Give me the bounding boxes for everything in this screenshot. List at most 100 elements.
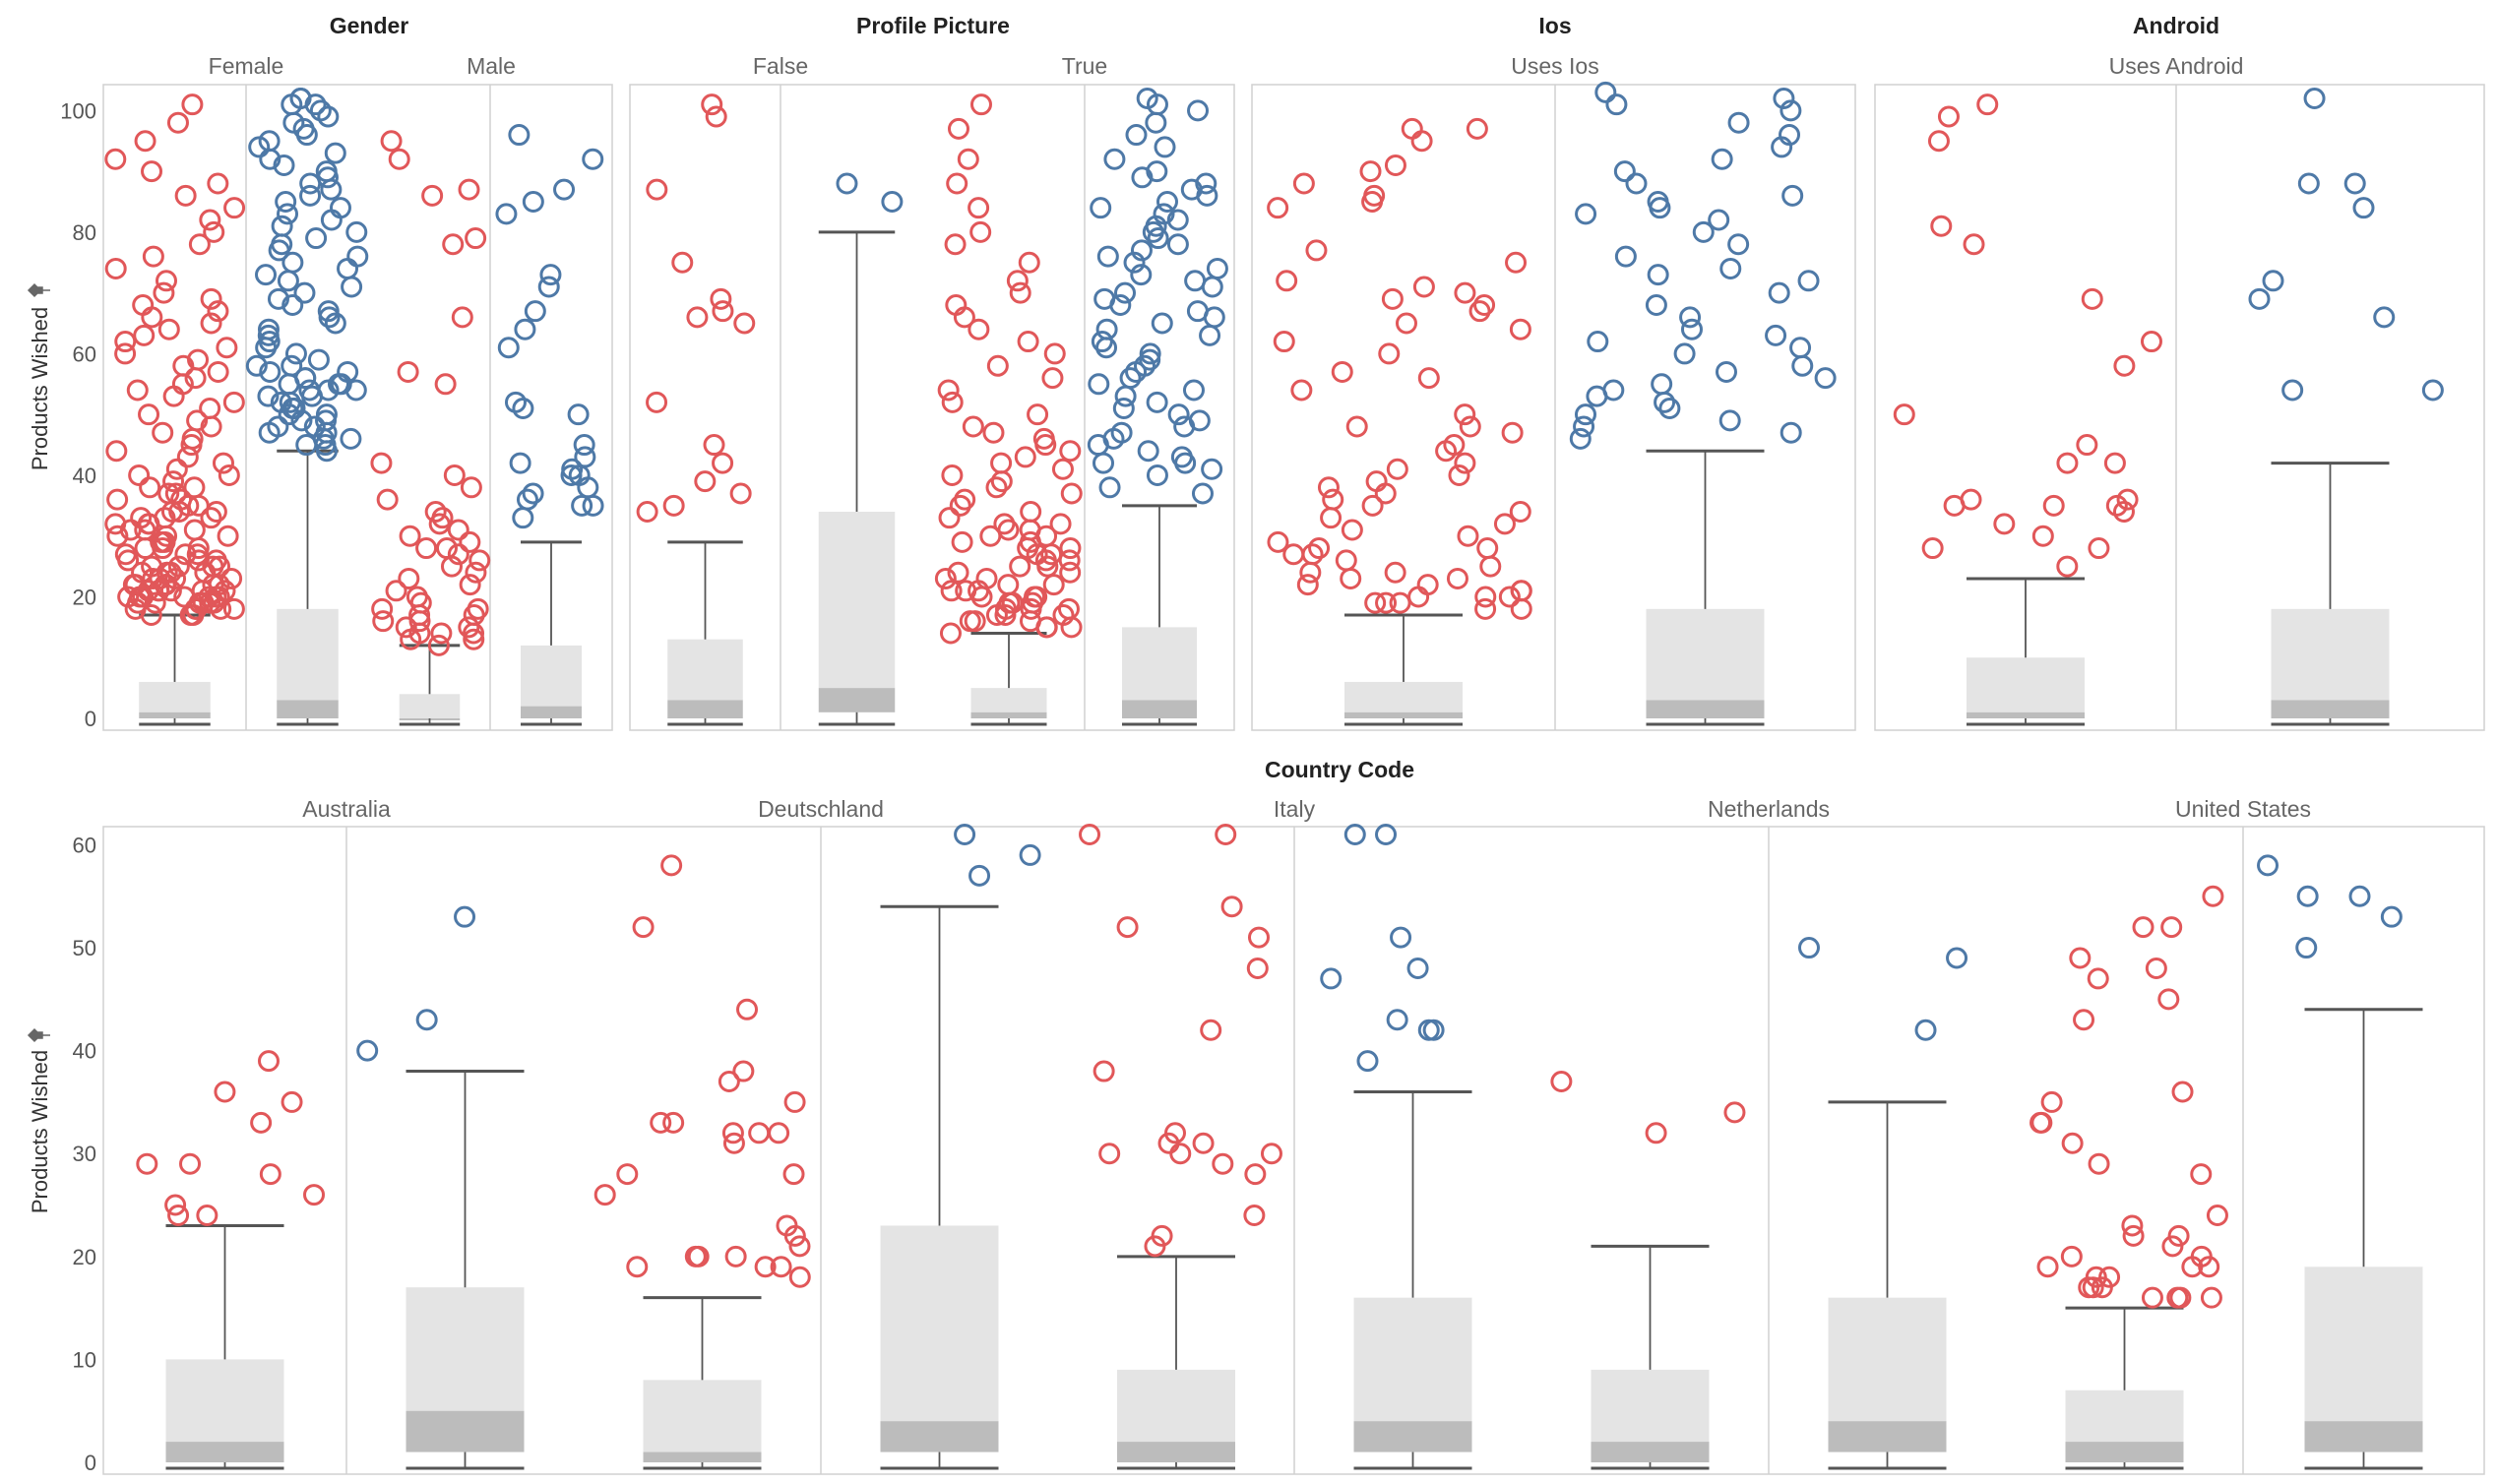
outlier-point [167,555,190,578]
box-lower [2065,1442,2184,1462]
outlier-point [1091,331,1113,353]
outlier-point [1049,513,1072,535]
outlier-point [1976,93,1999,116]
outlier-point [223,197,246,219]
outlier-point [217,525,239,547]
outlier-point [257,1050,280,1073]
outlier-point [153,281,175,304]
outlier-point [250,1111,273,1134]
outlier-point [1130,239,1153,262]
pin-icon[interactable] [27,282,50,298]
outlier-point [1613,160,1636,183]
outlier-point [181,93,204,116]
outlier-point [1587,331,1609,353]
outlier-point [1164,1122,1187,1144]
outlier-point [271,215,293,237]
outlier-point [200,287,222,310]
outlier-point [345,220,368,243]
panel-frame [1874,84,2485,731]
outlier-point [968,197,990,219]
outlier-point [188,233,211,256]
outlier-point [324,312,346,335]
outlier-point [207,172,229,195]
outlier-point [1692,220,1715,243]
outlier-point [1169,1143,1192,1165]
outlier-point [371,597,394,620]
outlier-point [954,824,976,845]
outlier-point [406,586,428,608]
outlier-point [222,597,245,620]
outlier-point [1479,555,1502,578]
box-upper [1353,1297,1472,1422]
outlier-point [1645,1122,1667,1144]
outlier-point [1060,482,1083,505]
outlier-point [2098,1266,2121,1288]
box-upper [970,688,1047,712]
outlier-point [1946,947,1968,969]
outlier-point [495,203,518,225]
outlier-point [986,354,1009,377]
outlier-point [941,464,964,486]
outlier-point [2087,967,2109,990]
outlier-point [1473,294,1496,316]
pin-icon[interactable] [27,1027,50,1043]
outlier-point [130,507,153,529]
outlier-point [721,1122,744,1144]
outlier-point [346,245,369,268]
outlier-point [257,324,280,346]
outlier-point [1765,324,1787,346]
outlier-point [1305,239,1328,262]
outlier-point [157,318,180,340]
outlier-point [277,270,299,292]
outlier-point [1602,379,1625,402]
outlier-point [104,148,127,170]
outlier-point [1448,464,1470,486]
box-lower [818,688,896,712]
outlier-point [2073,1009,2095,1031]
outlier-point [687,1245,710,1268]
y-tick-label: 40 [73,1039,96,1064]
outlier-point [508,124,531,147]
outlier-point [2113,354,2136,377]
outlier-point [174,543,197,566]
outlier-point [1993,513,2016,535]
outlier-point [2281,379,2304,402]
outlier-point [2116,488,2139,511]
outlier-point [207,300,229,323]
facet-label-female: Female [209,53,284,79]
outlier-point [705,105,727,128]
outlier-point [660,854,683,877]
outlier-point [1921,537,1944,560]
outlier-point [1789,337,1812,359]
outlier-point [2295,937,2318,959]
outlier-point [1651,373,1673,396]
outlier-point [424,501,447,523]
outlier-point [1723,1101,1746,1124]
outlier-point [114,342,137,365]
outlier-point [1708,209,1730,231]
outlier-point [1510,580,1532,602]
outlier-point [1199,324,1221,346]
outlier-point [415,1009,438,1031]
outlier-point [636,501,658,523]
outlier-point [176,446,199,468]
outlier-point [1406,957,1429,979]
outlier-point [460,476,482,499]
outlier-point [1780,99,1802,122]
outlier-point [356,1039,379,1062]
outlier-point [1454,403,1476,426]
box-upper [2271,608,2390,701]
outlier-point [186,409,209,432]
outlier-point [200,507,222,529]
outlier-point [497,337,520,359]
outlier-point [990,452,1013,474]
outlier-point [447,519,469,541]
outlier-point [164,1194,187,1216]
outlier-point [220,567,243,589]
group-title-profile-picture: Profile Picture [856,13,1010,38]
outlier-point [1474,597,1497,620]
box-lower [880,1421,999,1453]
outlier-point [1320,967,1343,990]
outlier-point [722,1132,745,1154]
